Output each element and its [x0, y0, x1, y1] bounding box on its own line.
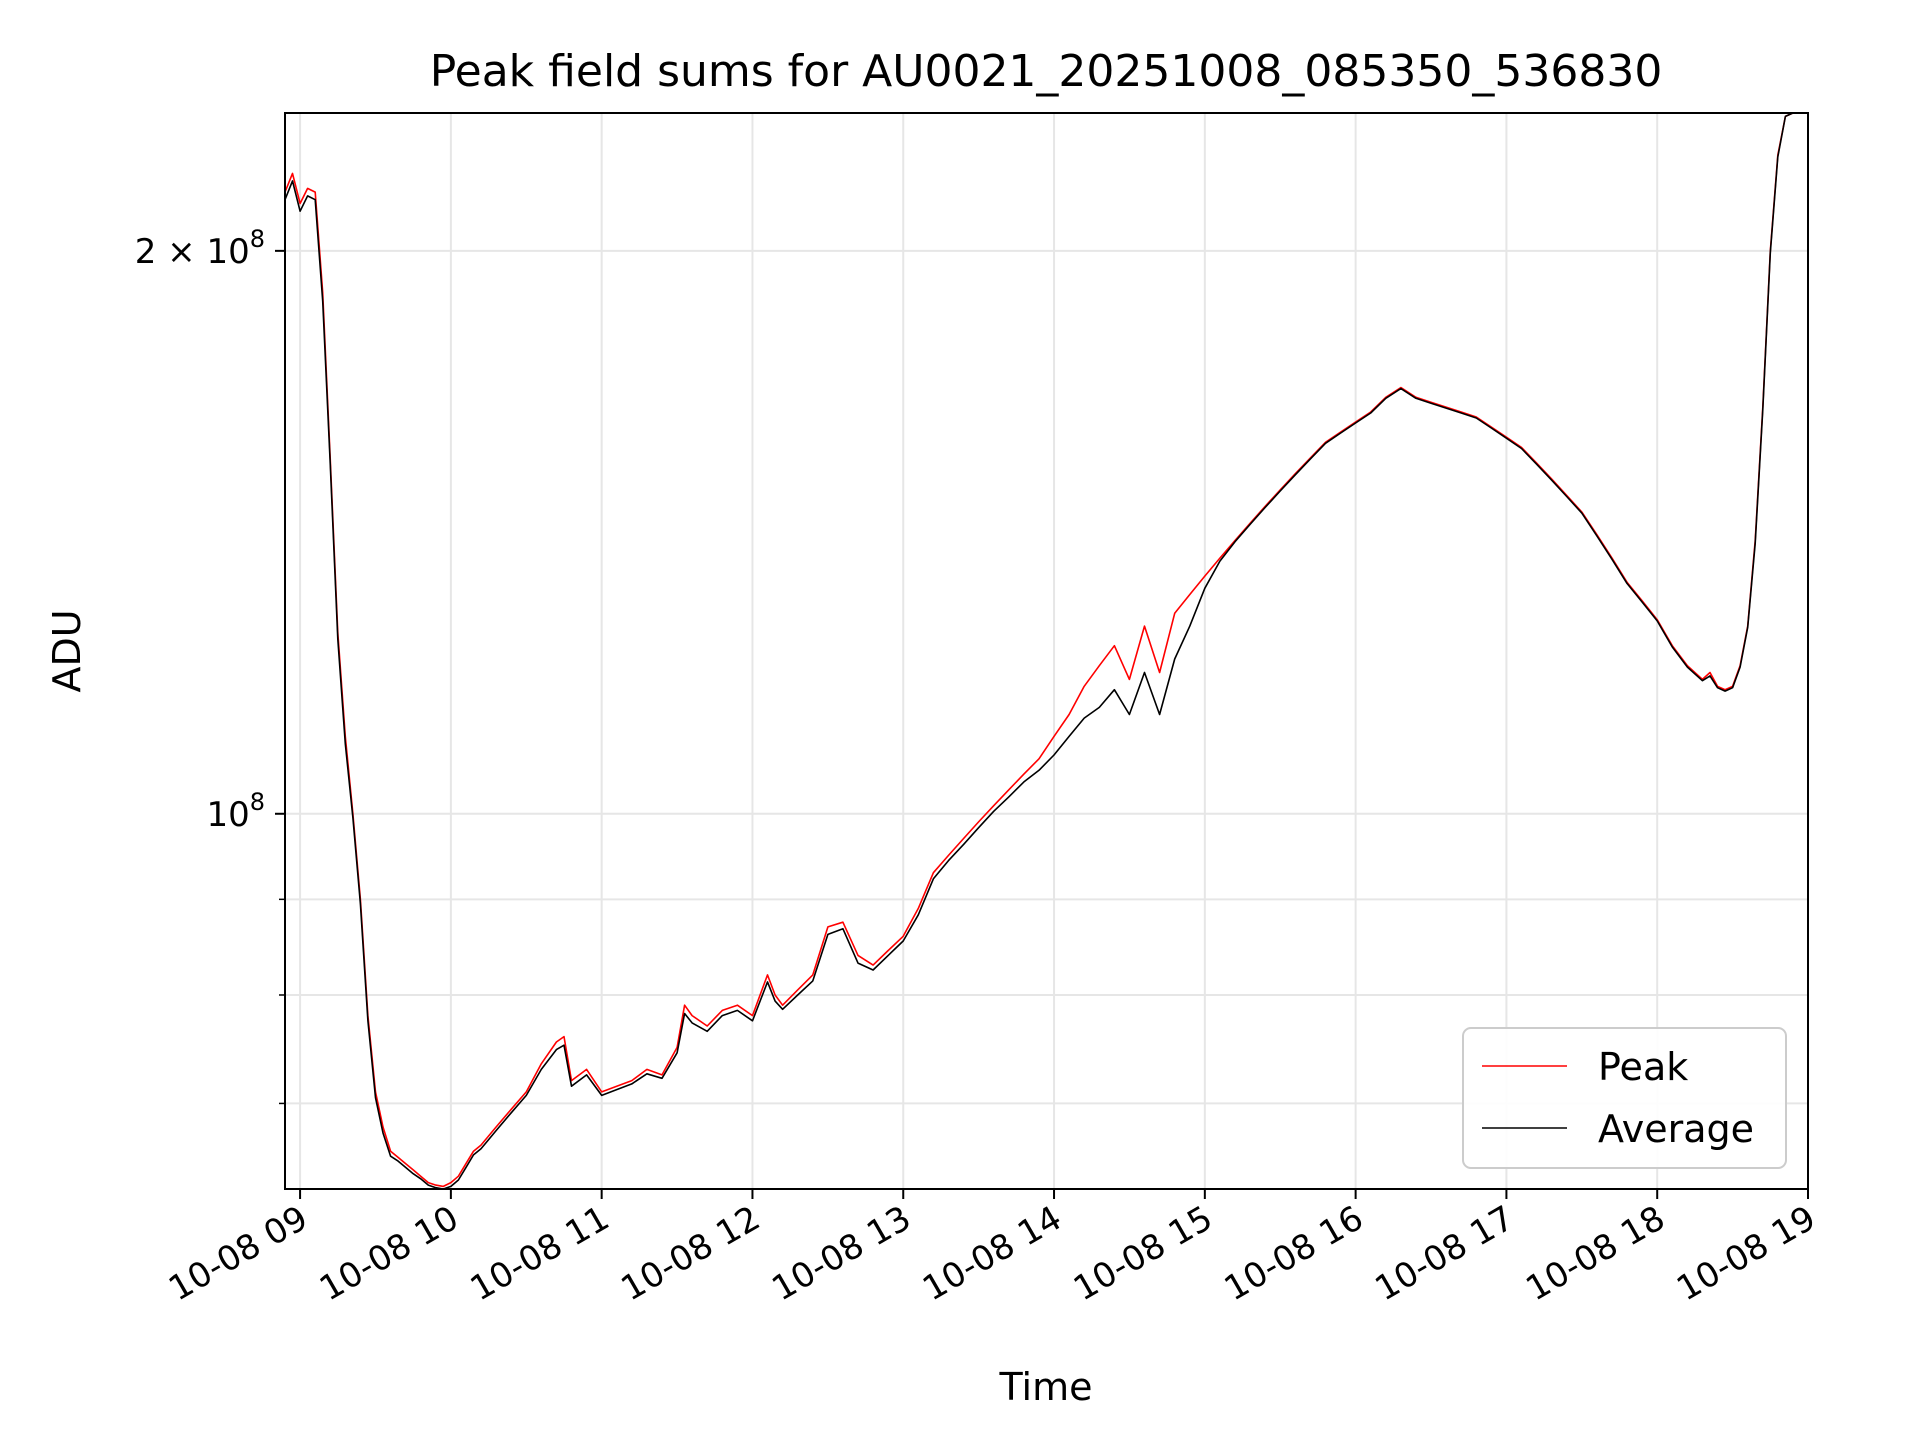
y-axis-label: ADU: [45, 609, 89, 692]
legend-box: [1462, 1027, 1787, 1169]
y-tick-label: 108: [206, 788, 265, 835]
chart-title: Peak field sums for AU0021_20251008_0853…: [430, 46, 1663, 97]
legend-average-label: Average: [1598, 1107, 1754, 1151]
plot-frame: [284, 112, 1809, 1190]
legend-peak-label: Peak: [1598, 1045, 1688, 1089]
x-axis-label: Time: [999, 1365, 1093, 1409]
y-tick-label: 2 × 108: [135, 225, 265, 272]
legend: Peak Average: [1462, 1027, 1787, 1169]
